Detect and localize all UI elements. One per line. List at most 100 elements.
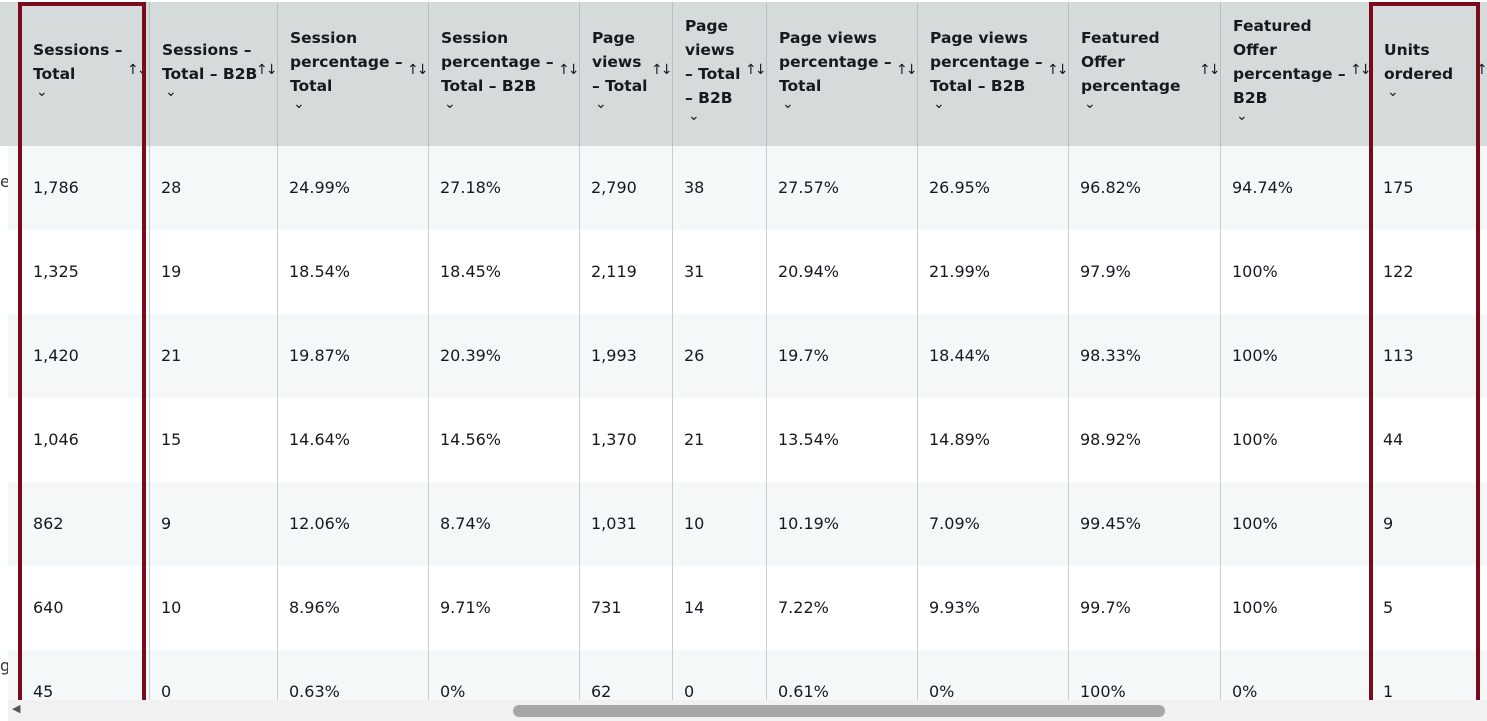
sort-icon[interactable]: ↑↓ [256,62,278,78]
cell-page-views-percentage-total: 20.94% [778,262,840,281]
cell-units-ordered: 5 [1383,598,1394,617]
scroll-left-arrow-icon[interactable]: ◀ [12,702,21,715]
cell-page-views-total-b2b: 10 [684,514,705,533]
column-header-label: Sessions – Total – B2B [162,41,258,83]
column-divider [917,146,918,706]
column-divider [1068,146,1069,706]
clipped-text: e [0,172,10,191]
sort-icon[interactable]: ↑↓ [651,62,673,78]
table-row [8,146,1487,230]
cell-units-ordered: 122 [1383,262,1414,281]
cell-page-views-total-b2b: 14 [684,598,705,617]
highlight-box-sessions-total [18,2,146,716]
column-header-label: Page views percentage – Total – B2B [930,29,1043,95]
cell-session-percentage-total: 24.99% [289,178,351,197]
cell-featured-offer-percentage: 98.92% [1080,430,1142,449]
cell-featured-offer-percentage-b2b: 100% [1232,514,1278,533]
column-header-session-percentage-total-b2b[interactable]: Session percentage – Total – B2B ⌄ ↑↓ [428,2,580,146]
cell-session-percentage-total-b2b: 27.18% [440,178,502,197]
cell-page-views-total: 1,031 [591,514,637,533]
cell-featured-offer-percentage-b2b: 100% [1232,430,1278,449]
column-header-page-views-percentage-total[interactable]: Page views percentage – Total ⌄ ↑↓ [766,2,918,146]
column-header-label: Session percentage – Total – B2B [441,29,554,95]
sort-icon[interactable]: ↑↓ [1047,62,1069,78]
chevron-down-icon[interactable]: ⌄ [165,84,177,100]
sort-icon[interactable]: ↑↓ [1476,62,1487,78]
cell-featured-offer-percentage-b2b: 100% [1232,598,1278,617]
sort-icon[interactable]: ↑↓ [1350,62,1372,78]
column-divider [428,146,429,706]
cell-sessions-total-b2b: 9 [161,514,172,533]
column-header-label: Page views percentage – Total [779,29,892,95]
column-header-page-views-total[interactable]: Page views – Total ⌄ ↑↓ [579,2,673,146]
cell-units-ordered: 1 [1383,682,1394,701]
column-divider [579,146,580,706]
cell-page-views-percentage-total-b2b: 0% [929,682,955,701]
column-divider [149,146,150,706]
chevron-down-icon[interactable]: ⌄ [595,96,607,112]
chevron-down-icon[interactable]: ⌄ [1084,96,1096,112]
column-header-label: Sessions – Total [33,41,123,83]
chevron-down-icon[interactable]: ⌄ [444,96,456,112]
table-row [8,314,1487,398]
clipped-text: g [0,656,11,675]
highlight-box-units-ordered [1369,2,1480,716]
cell-sessions-total-b2b: 10 [161,598,182,617]
cell-session-percentage-total: 8.96% [289,598,340,617]
cell-page-views-total: 62 [591,682,612,701]
chevron-down-icon[interactable]: ⌄ [293,96,305,112]
cell-sessions-total-b2b: 0 [161,682,172,701]
sort-icon[interactable]: ↑↓ [1199,62,1221,78]
column-header-label: Page views – Total [592,29,648,95]
sort-icon[interactable]: ↑↓ [407,62,429,78]
column-header-session-percentage-total[interactable]: Session percentage – Total ⌄ ↑↓ [277,2,429,146]
cell-page-views-percentage-total-b2b: 7.09% [929,514,980,533]
cell-page-views-percentage-total: 7.22% [778,598,829,617]
cell-session-percentage-total: 14.64% [289,430,351,449]
chevron-down-icon[interactable]: ⌄ [1236,108,1248,124]
column-header-page-views-total-b2b[interactable]: Page views – Total – B2B ⌄ ↑↓ [672,2,767,146]
cell-session-percentage-total-b2b: 8.74% [440,514,491,533]
cell-session-percentage-total: 12.06% [289,514,351,533]
cell-sessions-total: 45 [33,682,54,701]
chevron-down-icon[interactable]: ⌄ [36,84,48,100]
cell-featured-offer-percentage-b2b: 94.74% [1232,178,1294,197]
cell-featured-offer-percentage: 96.82% [1080,178,1142,197]
column-header-label: Featured Offer percentage – B2B [1233,17,1346,107]
cell-featured-offer-percentage-b2b: 100% [1232,262,1278,281]
table-header-row [0,2,1487,146]
column-header-sessions-total-b2b[interactable]: Sessions – Total – B2B ⌄ ↑↓ [149,2,278,146]
sort-icon[interactable]: ↑↓ [558,62,580,78]
column-divider [672,146,673,706]
cell-page-views-total-b2b: 38 [684,178,705,197]
column-divider [277,146,278,706]
column-header-units-ordered[interactable]: Units ordered⌄ ↑↓ [1371,2,1487,146]
chevron-down-icon[interactable]: ⌄ [1387,84,1399,100]
cell-page-views-total: 2,119 [591,262,637,281]
cell-page-views-percentage-total: 10.19% [778,514,840,533]
chevron-down-icon[interactable]: ⌄ [782,96,794,112]
cell-units-ordered: 113 [1383,346,1414,365]
column-divider [1220,146,1221,706]
chevron-down-icon[interactable]: ⌄ [933,96,945,112]
clipped-previous-column: e g [0,0,11,721]
cell-page-views-total-b2b: 26 [684,346,705,365]
chevron-down-icon[interactable]: ⌄ [688,108,700,124]
scrollbar-thumb[interactable] [513,705,1165,717]
cell-session-percentage-total-b2b: 0% [440,682,466,701]
sort-icon[interactable]: ↑↓ [896,62,918,78]
cell-page-views-percentage-total: 13.54% [778,430,840,449]
cell-sessions-total-b2b: 19 [161,262,182,281]
column-header-featured-offer-percentage-b2b[interactable]: Featured Offer percentage – B2B ⌄ ↑↓ [1220,2,1372,146]
cell-page-views-total: 1,370 [591,430,637,449]
column-header-page-views-percentage-total-b2b[interactable]: Page views percentage – Total – B2B ⌄ ↑↓ [917,2,1069,146]
column-divider [766,146,767,706]
cell-page-views-total: 731 [591,598,622,617]
table-row [8,482,1487,566]
column-header-label: Units ordered [1384,41,1454,83]
cell-featured-offer-percentage: 97.9% [1080,262,1131,281]
column-header-featured-offer-percentage[interactable]: Featured Offer percentage ⌄ ↑↓ [1068,2,1221,146]
cell-session-percentage-total-b2b: 18.45% [440,262,502,281]
sort-icon[interactable]: ↑↓ [745,62,767,78]
cell-page-views-percentage-total-b2b: 26.95% [929,178,991,197]
